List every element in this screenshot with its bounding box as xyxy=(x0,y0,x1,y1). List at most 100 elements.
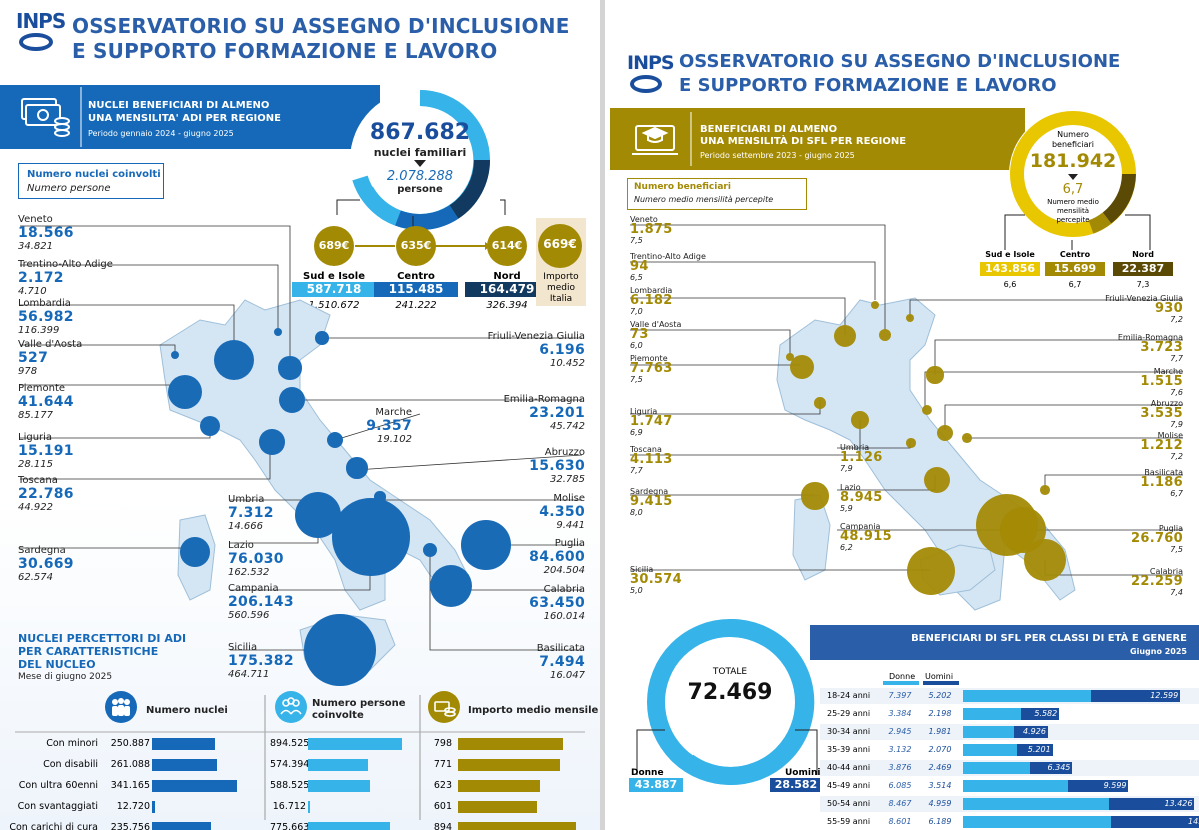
bubble-campania xyxy=(332,498,410,576)
age-label: 35-39 anni xyxy=(827,745,871,754)
area-persons: 1.510.672 xyxy=(308,300,360,311)
bar-donne xyxy=(963,780,1068,792)
region-value: 56.982 xyxy=(18,309,74,325)
bar-importo xyxy=(458,801,538,813)
r-region-value: 73 xyxy=(630,327,649,342)
row-persone: 574.394 xyxy=(270,759,310,770)
bar-uomini xyxy=(1013,726,1048,738)
r-region-name: Sardegna xyxy=(630,487,669,496)
region-name: Lombardia xyxy=(18,298,71,309)
section-period: Mese di giugno 2025 xyxy=(18,672,113,682)
r-region-avg: 7,7 xyxy=(1170,354,1183,363)
region-persons: 162.532 xyxy=(228,567,270,578)
row-nuclei: 250.887 xyxy=(110,738,150,749)
r-area-value: 22.387 xyxy=(1113,262,1173,276)
ring-label-2: beneficiari xyxy=(1051,140,1095,149)
bubble-sardegna xyxy=(180,537,210,567)
region-name: Valle d'Aosta xyxy=(18,339,83,350)
sfl-banner-title-2: UNA MENSILITÀ DI SFL PER REGIONE xyxy=(700,136,907,147)
region-name: Basilicata xyxy=(536,643,585,654)
r-region-trentino-alto-adige: Trentino-Alto Adige 94 6,5 xyxy=(630,252,800,282)
r-region-value: 1.515 xyxy=(1140,374,1183,389)
region-sicilia: Sicilia 175.382 464.711 xyxy=(228,642,398,680)
area-amount: 614€ xyxy=(491,239,523,252)
r-region-avg: 8,0 xyxy=(630,508,643,517)
bubble-sicilia xyxy=(304,614,376,686)
ring-avg-label-2: mensilità xyxy=(1056,207,1090,215)
region-name: Friuli-Venezia Giulia xyxy=(487,331,585,342)
chevron-down-icon xyxy=(414,160,426,167)
area-name: Centro xyxy=(397,271,435,282)
bubble-trentino-alto-adige xyxy=(274,328,282,336)
row-importo: 798 xyxy=(433,738,452,749)
row-label: Con carichi di cura xyxy=(9,822,98,830)
r-region-campania: Campania 48.915 6,2 xyxy=(840,522,1010,552)
bubble-abruzzo xyxy=(346,457,368,479)
bar-nuclei xyxy=(152,738,215,750)
region-name: Marche xyxy=(375,407,412,418)
adi-banner: NUCLEI BENEFICIARI DI ALMENO UNA MENSILI… xyxy=(0,85,380,149)
bar-persone xyxy=(308,822,390,830)
region-persons: 32.785 xyxy=(550,474,585,485)
bar-donne xyxy=(963,690,1091,702)
bubble-friuli-venezia-giulia xyxy=(315,331,329,345)
donne-value: 43.887 xyxy=(629,778,683,792)
region-value: 7.312 xyxy=(228,505,274,521)
region-value: 15.191 xyxy=(18,443,74,459)
region-persons: 204.504 xyxy=(543,565,585,576)
r-region-value: 22.259 xyxy=(1131,574,1183,589)
panel-divider xyxy=(600,0,605,830)
bar-uomini xyxy=(1017,744,1053,756)
donne-label: Donne xyxy=(631,768,664,778)
region-value: 206.143 xyxy=(228,594,294,610)
r-region-name: Marche xyxy=(1153,367,1183,376)
age-label: 55-59 anni xyxy=(827,817,871,826)
age-uomini: 2.469 xyxy=(928,763,952,772)
age-title: BENEFICIARI DI SFL PER CLASSI DI ETÀ E G… xyxy=(911,633,1187,644)
bar-nuclei xyxy=(152,822,211,830)
age-donne: 8.467 xyxy=(888,799,912,808)
r-region-sicilia: Sicilia 30.574 5,0 xyxy=(630,565,800,595)
region-value: 22.786 xyxy=(18,486,74,502)
age-label: 18-24 anni xyxy=(827,691,871,700)
region-value: 9.357 xyxy=(366,418,412,434)
col-donne: Donne xyxy=(889,672,916,681)
region-persons: 16.047 xyxy=(550,670,585,681)
r-region-sardegna: Sardegna 9.415 8,0 xyxy=(630,487,800,517)
r-region-veneto: Veneto 1.875 7,5 xyxy=(630,215,800,245)
age-uomini: 3.514 xyxy=(928,781,952,790)
region-value: 76.030 xyxy=(228,551,284,567)
bubble-molise xyxy=(374,491,386,503)
region-persons: 44.922 xyxy=(18,502,53,513)
age-label: 25-29 anni xyxy=(827,709,871,718)
bar-nuclei xyxy=(152,780,237,792)
table-dividers xyxy=(15,695,585,820)
r-region-avg: 6,0 xyxy=(630,341,643,350)
region-emilia-romagna: Emilia-Romagna 23.201 45.742 xyxy=(415,394,585,432)
region-name: Puglia xyxy=(554,538,585,549)
r-bubble-lazio xyxy=(923,466,951,494)
region-name: Liguria xyxy=(18,432,53,443)
age-donne: 7.397 xyxy=(888,691,912,700)
r-region-value: 1.747 xyxy=(630,414,673,429)
bubble-piemonte xyxy=(167,374,203,410)
bubble-valle-d-aosta xyxy=(171,351,179,359)
r-area-value: 15.699 xyxy=(1045,262,1105,276)
row-nuclei: 235.756 xyxy=(110,822,150,830)
uomini-label: Uomini xyxy=(785,768,821,778)
bubble-marche xyxy=(326,431,344,449)
age-uomini: 1.981 xyxy=(928,727,952,736)
r-region-name: Abruzzo xyxy=(1150,399,1183,408)
region-lombardia: Lombardia 56.982 116.399 xyxy=(18,298,188,336)
area-name: Nord xyxy=(493,271,521,282)
r-region-name: Lazio xyxy=(840,483,861,492)
area-value: 164.479 xyxy=(465,282,549,297)
region-value: 4.350 xyxy=(539,504,585,520)
region-abruzzo: Abruzzo 15.630 32.785 xyxy=(415,447,585,485)
col-header-persone-2: coinvolte xyxy=(312,710,364,721)
region-value: 15.630 xyxy=(529,458,585,474)
r-region-value: 8.945 xyxy=(840,490,883,505)
bar-persone xyxy=(308,801,310,813)
banner-title-1: NUCLEI BENEFICIARI DI ALMENO xyxy=(88,100,270,111)
sfl-banner: BENEFICIARI DI ALMENO UNA MENSILITÀ DI S… xyxy=(610,108,1025,170)
